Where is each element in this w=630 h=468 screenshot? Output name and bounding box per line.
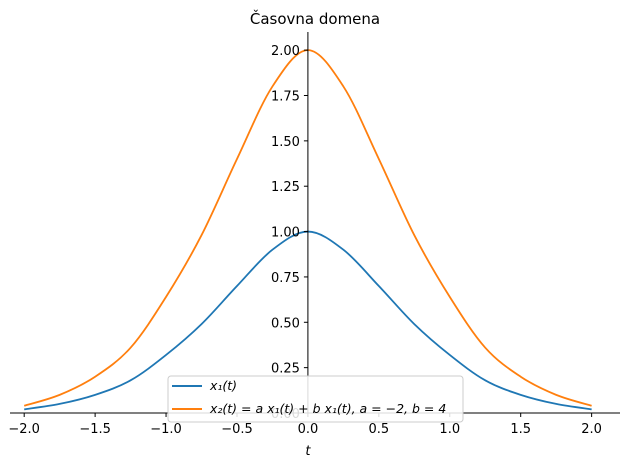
x-tick-label: −1.5 [79, 422, 111, 437]
x-tick-label: 1.5 [510, 422, 531, 437]
x-tick-label: −1.0 [150, 422, 182, 437]
y-tick-label: 0.25 [271, 362, 300, 377]
legend-label-x2: x₂(t) = a x₁(t) + b x₁(t), a = −2, b = 4 [209, 401, 446, 416]
y-tick-label: 0.75 [271, 271, 300, 286]
legend-box [167, 375, 464, 423]
legend-label-x1: x₁(t) [209, 378, 237, 393]
x-tick-label: 0.0 [298, 422, 319, 437]
y-tick-label: 1.75 [271, 90, 300, 105]
y-tick-label: 1.50 [271, 135, 300, 150]
x-axis-label: t [305, 444, 311, 459]
x-tick-label: 2.0 [581, 422, 602, 437]
x-tick-label: 0.5 [368, 422, 389, 437]
y-tick-label: 1.25 [271, 180, 300, 195]
x-tick-label: −0.5 [221, 422, 253, 437]
x-tick-label: 1.0 [439, 422, 460, 437]
y-tick-label: 2.00 [271, 44, 300, 59]
legend: x₁(t) x₂(t) = a x₁(t) + b x₁(t), a = −2,… [167, 375, 464, 423]
x-ticks: −2.0 −1.5 −1.0 −0.5 0.0 0.5 1.0 1.5 2.0 [8, 413, 602, 437]
x-tick-label: −2.0 [8, 422, 40, 437]
chart-title: Časovna domena [250, 9, 380, 28]
y-tick-label: 1.00 [271, 226, 300, 241]
y-tick-label: 0.50 [271, 316, 300, 331]
